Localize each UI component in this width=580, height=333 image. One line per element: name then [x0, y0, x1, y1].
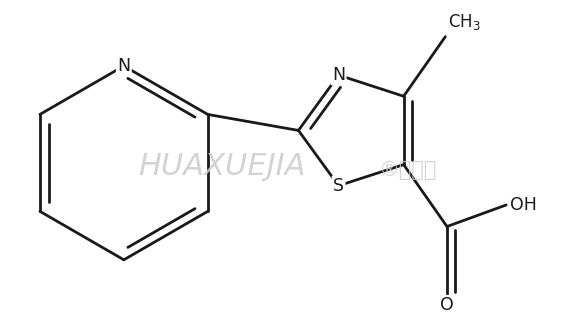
Text: HUAXUEJIA: HUAXUEJIA — [138, 152, 306, 181]
Text: OH: OH — [510, 196, 537, 214]
Text: N: N — [117, 57, 130, 75]
Text: S: S — [333, 177, 344, 195]
Text: N: N — [332, 66, 345, 84]
Text: ®化学加: ®化学加 — [378, 160, 436, 180]
Text: CH$_3$: CH$_3$ — [448, 12, 481, 32]
Text: O: O — [440, 296, 454, 314]
